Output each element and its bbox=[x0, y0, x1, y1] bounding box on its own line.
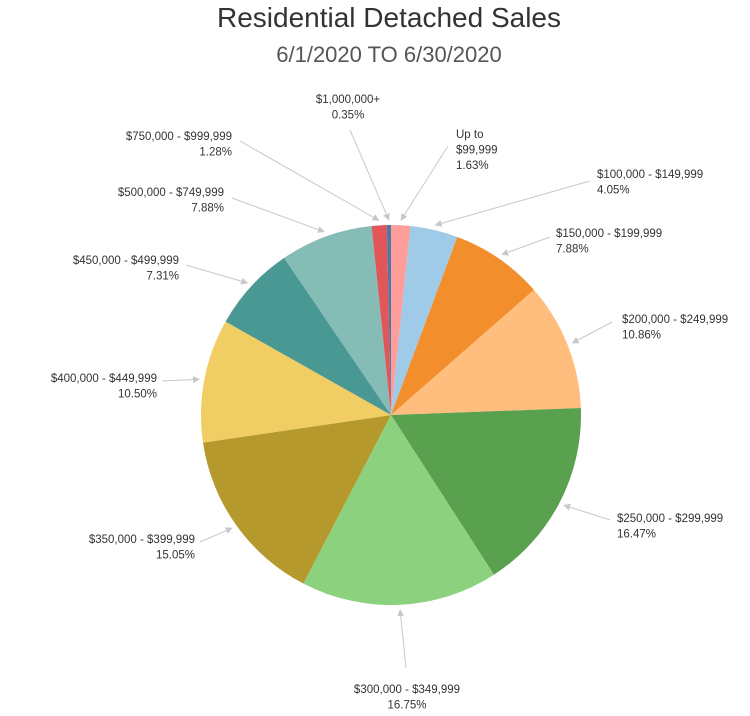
slice-percent: 0.35% bbox=[332, 110, 365, 122]
slice-label: $750,000 - $999,999 1.28% bbox=[126, 131, 232, 159]
leader-line bbox=[400, 145, 449, 221]
slice-category: $200,000 - $249,999 bbox=[622, 314, 728, 326]
leader-line bbox=[434, 180, 591, 227]
slice-category: $99,999 bbox=[456, 145, 498, 157]
slice-category: $450,000 - $499,999 bbox=[73, 255, 179, 267]
slice-percent: 10.50% bbox=[118, 389, 157, 401]
slice-label: $150,000 - $199,999 7.88% bbox=[556, 228, 662, 256]
slice-category: $350,000 - $399,999 bbox=[89, 534, 195, 546]
chart-title: Residential Detached Sales bbox=[217, 2, 561, 33]
slice-percent: 7.88% bbox=[191, 203, 224, 215]
slice-category: $500,000 - $749,999 bbox=[118, 187, 224, 199]
slice-percent: 16.75% bbox=[387, 700, 426, 712]
slice-percent: 15.05% bbox=[156, 550, 195, 562]
leader-line bbox=[571, 321, 613, 344]
pie-slice[interactable] bbox=[391, 236, 534, 415]
slice-label: $1,000,000+ 0.35% bbox=[316, 94, 381, 122]
slice-category: $750,000 - $999,999 bbox=[126, 131, 232, 143]
slice-category: $250,000 - $299,999 bbox=[617, 513, 723, 525]
slice-percent: 1.63% bbox=[456, 160, 489, 172]
slice-label: $500,000 - $749,999 7.88% bbox=[118, 187, 224, 215]
slice-label: $250,000 - $299,999 16.47% bbox=[617, 513, 723, 541]
pie-slice[interactable] bbox=[391, 289, 581, 415]
slice-label: $100,000 - $149,999 4.05% bbox=[597, 169, 703, 197]
pie-slice[interactable] bbox=[386, 225, 391, 415]
slice-label: Up to $99,999 1.63% bbox=[456, 129, 498, 172]
leader-line bbox=[185, 264, 249, 285]
pie-slice[interactable] bbox=[391, 408, 581, 575]
leader-line bbox=[231, 197, 325, 233]
leader-line bbox=[397, 609, 407, 669]
slice-category: $300,000 - $349,999 bbox=[354, 684, 460, 696]
pie-slice[interactable] bbox=[225, 257, 391, 415]
leader-line bbox=[349, 129, 390, 221]
slice-category: $400,000 - $449,999 bbox=[51, 373, 157, 385]
leader-line bbox=[161, 376, 200, 384]
pie-slice[interactable] bbox=[203, 415, 391, 584]
leader-line bbox=[239, 140, 380, 221]
slice-category: $100,000 - $149,999 bbox=[597, 169, 703, 181]
slice-label: $300,000 - $349,999 16.75% bbox=[354, 684, 460, 712]
slice-category: $150,000 - $199,999 bbox=[556, 228, 662, 240]
leader-line bbox=[563, 503, 611, 521]
slice-percent: 7.88% bbox=[556, 244, 589, 256]
pie-slice[interactable] bbox=[284, 225, 391, 415]
slice-category: $1,000,000+ bbox=[316, 94, 381, 106]
slice-category: Up to bbox=[456, 129, 484, 141]
pie-slice[interactable] bbox=[391, 225, 458, 415]
pie-slice[interactable] bbox=[391, 225, 411, 415]
pie-slice[interactable] bbox=[201, 321, 391, 443]
slice-label: $350,000 - $399,999 15.05% bbox=[89, 534, 195, 562]
slice-percent: 16.47% bbox=[617, 529, 656, 541]
slice-label: $400,000 - $449,999 10.50% bbox=[51, 373, 157, 401]
slice-label: $200,000 - $249,999 10.86% bbox=[622, 314, 728, 342]
slice-percent: 7.31% bbox=[146, 271, 179, 283]
slice-percent: 4.05% bbox=[597, 185, 630, 197]
chart-subtitle: 6/1/2020 TO 6/30/2020 bbox=[276, 42, 502, 67]
pie-slice[interactable] bbox=[303, 415, 494, 605]
leader-line bbox=[199, 527, 233, 543]
pie-slice[interactable] bbox=[371, 225, 391, 415]
slice-label: $450,000 - $499,999 7.31% bbox=[73, 255, 179, 283]
slice-percent: 10.86% bbox=[622, 330, 661, 342]
leader-line bbox=[501, 236, 551, 256]
slice-percent: 1.28% bbox=[199, 147, 232, 159]
